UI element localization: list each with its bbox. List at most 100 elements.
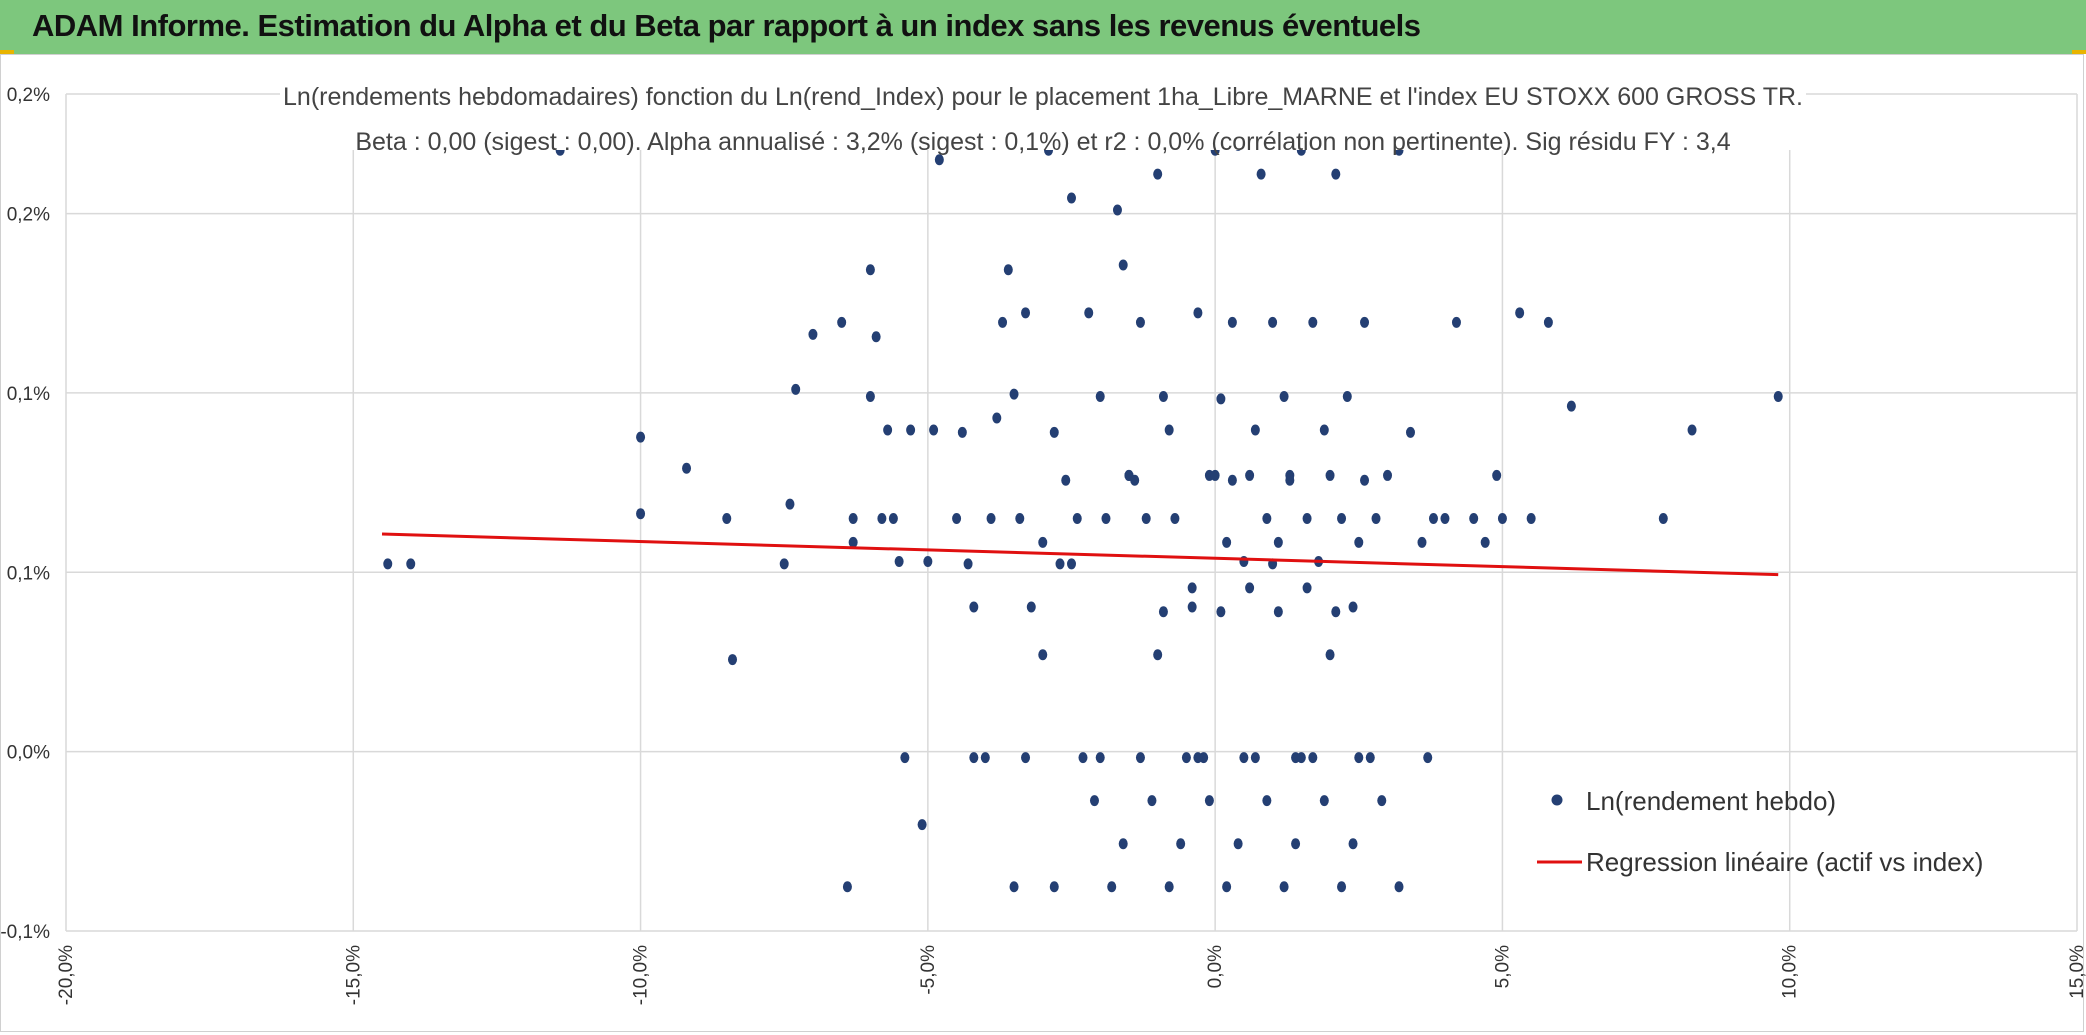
y-tick-label: 0,0% [7,743,50,764]
data-point [877,512,887,524]
data-point [406,558,416,570]
data-point [1773,391,1783,403]
legend: Ln(rendement hebdo) Regression linéaire … [1537,786,1983,877]
data-point [1348,601,1358,613]
data-point [883,424,893,436]
y-tick-label: 0,2% [7,205,50,226]
data-point [1245,582,1255,594]
data-point [998,316,1008,328]
data-point [1440,512,1450,524]
data-point [900,752,910,764]
data-point [1337,512,1347,524]
data-point [1256,168,1266,180]
data-point [1279,881,1289,893]
data-point [1038,536,1048,548]
data-point [1492,469,1502,481]
data-point [1245,469,1255,481]
y-axis-tick-labels: -0,1% 0,0% 0,1% 0,1% 0,2% 0,2% [0,85,50,943]
data-point [1187,582,1197,594]
data-point [1204,795,1214,807]
data-point [1262,512,1272,524]
corner-marker [2072,50,2086,56]
data-point [1181,752,1191,764]
data-point [1279,391,1289,403]
data-point [1026,601,1036,613]
data-point [1342,391,1352,403]
data-point [1383,469,1393,481]
y-tick-label: -0,1% [0,922,50,943]
data-point [1480,536,1490,548]
data-point [1095,752,1105,764]
data-point [682,462,692,474]
data-point [1360,474,1370,486]
data-point [1164,424,1174,436]
data-point [1262,795,1272,807]
data-point [1072,512,1082,524]
corner-marker [0,50,14,56]
data-point [1360,316,1370,328]
data-point [383,558,393,570]
data-point [1325,469,1335,481]
title-background [280,84,1806,150]
data-point [1526,512,1536,524]
scatter-chart: -0,1% 0,0% 0,1% 0,1% 0,2% 0,2% -20,0% -15,0% -1… [0,54,2086,1035]
data-point [1078,752,1088,764]
data-point [1319,424,1329,436]
data-point [1227,474,1237,486]
data-point [636,431,646,443]
chart-title: Ln(rendements hebdomadaires) fonction du… [283,83,1803,111]
data-point [1216,606,1226,618]
data-point [969,752,979,764]
x-tick-label: -5,0% [918,945,939,995]
data-point [808,328,818,340]
data-point [1153,649,1163,661]
data-point [848,536,858,548]
data-point [1038,649,1048,661]
data-point [1296,752,1306,764]
data-point [1009,881,1019,893]
regression-line [381,532,1779,577]
data-point [1135,316,1145,328]
data-point [1291,838,1301,850]
x-tick-label: 0,0% [1205,945,1226,988]
y-tick-label: 0,1% [7,563,50,584]
data-point [917,819,927,831]
data-point [1233,838,1243,850]
data-point [1227,316,1237,328]
data-point [1273,536,1283,548]
data-point [1308,316,1318,328]
data-point [1325,649,1335,661]
x-axis-tick-labels: -20,0% -15,0% -10,0% -5,0% 0,0% 5,0% 10,0% 15,0… [56,945,2086,1005]
data-point [894,556,904,568]
data-point [1319,795,1329,807]
data-point [1118,259,1128,271]
data-point [1107,881,1117,893]
data-point [1164,881,1174,893]
data-point [1101,512,1111,524]
y-tick-label: 0,1% [7,384,50,405]
data-point [1067,558,1076,570]
legend-label-points: Ln(rendement hebdo) [1586,786,1836,816]
data-point [1365,752,1375,764]
data-point [1302,512,1312,524]
data-point [980,752,990,764]
data-point [992,412,1002,424]
data-point [1222,881,1232,893]
data-point [1147,795,1157,807]
data-point [1112,204,1122,216]
data-point [1428,512,1438,524]
data-point [929,424,939,436]
data-point [1216,393,1226,405]
data-point [1348,838,1358,850]
data-point [1566,400,1576,412]
data-point [1061,474,1071,486]
data-point [865,264,875,276]
data-points [383,118,1783,893]
data-point [1451,316,1461,328]
data-point [842,881,852,893]
chart-border [0,54,2084,1032]
data-point [923,556,933,568]
data-point [1084,307,1094,319]
data-point [1250,424,1260,436]
data-point [785,498,795,510]
